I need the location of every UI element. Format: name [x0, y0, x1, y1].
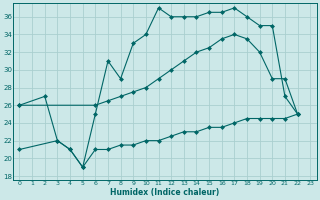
X-axis label: Humidex (Indice chaleur): Humidex (Indice chaleur) [110, 188, 220, 197]
